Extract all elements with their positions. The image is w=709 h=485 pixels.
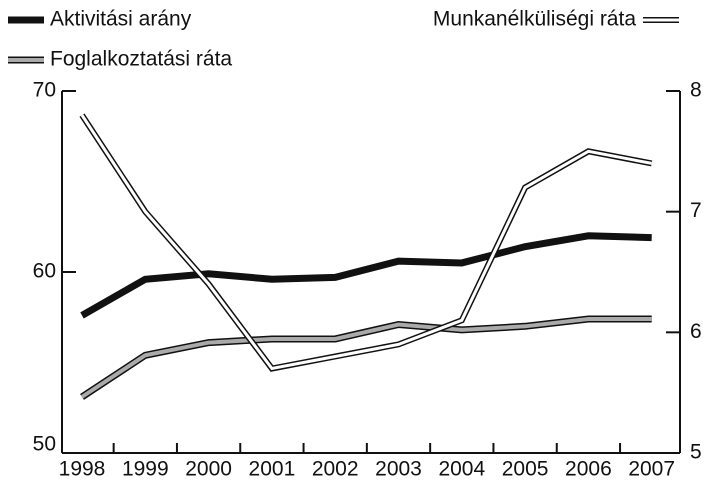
legend-label: Munkanélküliségi ráta <box>433 8 636 31</box>
y2-tick-label: 5 <box>690 441 702 464</box>
legend-label: Aktivitási arány <box>50 8 192 31</box>
series-line <box>80 232 652 319</box>
x-tick-label: 1999 <box>122 458 169 481</box>
x-tick-label: 2003 <box>375 458 422 481</box>
x-tick-label: 2001 <box>249 458 296 481</box>
x-tick-label: 2002 <box>312 458 359 481</box>
x-tick-label: 2004 <box>438 458 485 481</box>
y2-tick-label: 6 <box>690 320 702 343</box>
x-tick-label: 2006 <box>565 458 612 481</box>
series-line <box>80 114 652 371</box>
y-tick-label: 70 <box>33 79 56 102</box>
y-tick-label: 60 <box>33 260 56 283</box>
x-tick-label: 2000 <box>185 458 232 481</box>
legend-label: Foglalkoztatási ráta <box>50 48 232 71</box>
series-line <box>80 317 652 399</box>
x-tick-label: 1998 <box>59 458 106 481</box>
y-tick-label: 50 <box>33 433 56 456</box>
x-tick-label: 2007 <box>628 458 675 481</box>
x-tick-label: 2005 <box>502 458 549 481</box>
y2-tick-label: 7 <box>690 199 702 222</box>
y2-tick-label: 8 <box>690 79 702 102</box>
